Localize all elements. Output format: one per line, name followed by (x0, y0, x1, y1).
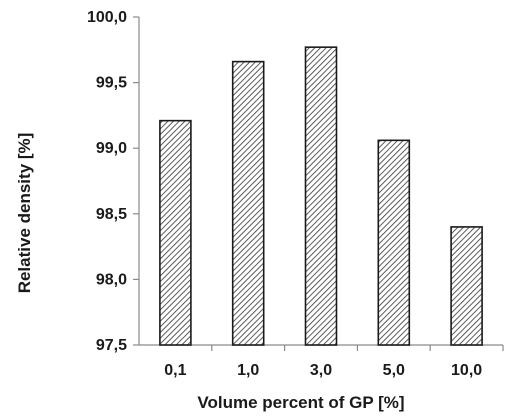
y-tick-label: 99,5 (96, 75, 127, 92)
x-tick-labels: 0,1 1,0 3,0 5,0 10,0 (164, 362, 482, 379)
bar (450, 226, 483, 346)
x-axis-title: Volume percent of GP [%] (197, 393, 404, 412)
y-tick-label: 97,5 (96, 337, 127, 354)
x-tick-label: 5,0 (383, 362, 405, 379)
bars (159, 46, 483, 346)
y-tick-label: 100,0 (87, 9, 127, 26)
y-tick-labels: 97,5 98,0 98,5 99,0 99,5 100,0 (87, 9, 127, 354)
y-axis-title: Relative density [%] (15, 133, 34, 294)
bar (377, 139, 411, 346)
bar (159, 119, 192, 346)
x-tick-label: 10,0 (451, 362, 482, 379)
y-tick-label: 98,5 (96, 206, 127, 223)
x-tick-label: 1,0 (237, 362, 259, 379)
bar (231, 60, 265, 346)
y-tick-label: 98,0 (96, 271, 127, 288)
x-tick-label: 0,1 (164, 362, 186, 379)
x-tick-label: 3,0 (310, 362, 332, 379)
y-tick-label: 99,0 (96, 140, 127, 157)
bar (304, 46, 338, 346)
